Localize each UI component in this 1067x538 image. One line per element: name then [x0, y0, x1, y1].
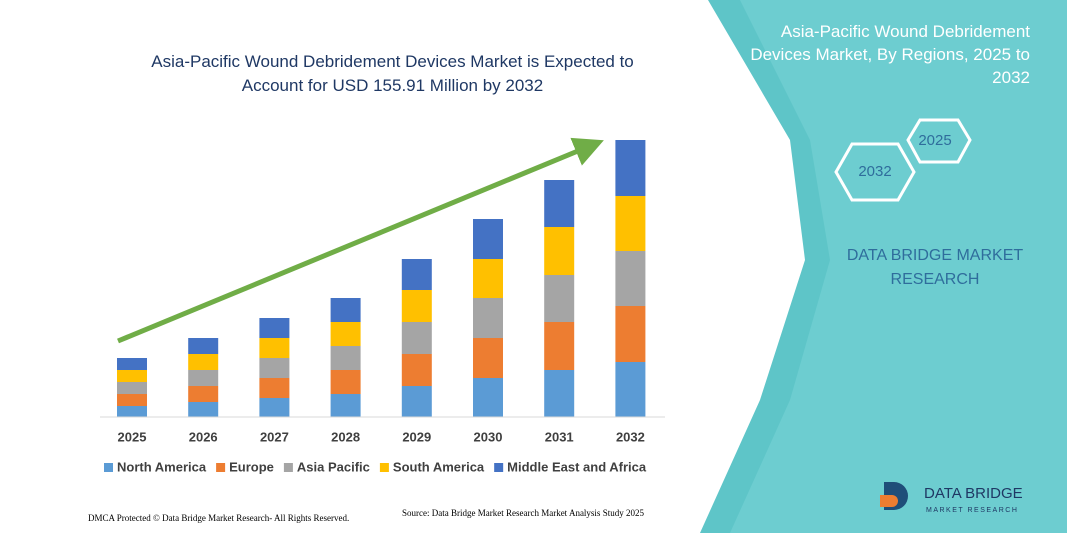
legend-swatch	[283, 463, 293, 472]
bar-segment	[117, 394, 147, 406]
bar-segment	[330, 322, 361, 346]
hex-label: 2032	[858, 163, 891, 180]
legend-swatch	[216, 463, 226, 472]
legend-swatch	[494, 463, 504, 472]
bar-segment	[473, 378, 503, 417]
bar-segment	[117, 382, 147, 394]
legend-label: Middle East and Africa	[507, 459, 647, 474]
legend-label: North America	[117, 459, 207, 474]
x-tick-label: 2027	[260, 429, 289, 444]
legend-label: Europe	[229, 459, 274, 474]
legend-swatch	[104, 463, 113, 472]
x-tick-label: 2025	[118, 429, 147, 444]
bar-segment	[401, 322, 432, 354]
bar-segment	[615, 251, 646, 306]
bar-segment	[330, 394, 361, 417]
bar-segment	[544, 370, 575, 417]
bar-segment	[473, 298, 503, 338]
bar-segment	[615, 362, 646, 417]
bar-segment	[117, 370, 147, 382]
legend-swatch	[379, 463, 389, 472]
bar-segment	[188, 402, 219, 417]
bar-segment	[259, 378, 290, 398]
x-tick-label: 2030	[474, 429, 503, 444]
bar-segment	[330, 370, 361, 394]
bar-segment	[615, 306, 646, 362]
x-tick-label: 2029	[402, 429, 431, 444]
x-tick-label: 2026	[189, 429, 218, 444]
plot: 2025 2026 2027 2028 2029 2030 2031 2032 North Am…	[100, 140, 665, 474]
logo-name: DATA BRIDGE	[924, 485, 1023, 502]
bar-segment	[330, 346, 361, 370]
source-note: Source: Data Bridge Market Research Mark…	[402, 508, 644, 518]
chart-title-box: Asia-Pacific Wound Debridement Devices M…	[151, 52, 634, 95]
bar-segment	[401, 386, 432, 417]
x-tick-label: 2031	[545, 429, 574, 444]
bar-segment	[259, 338, 290, 358]
chart-title: Asia-Pacific Wound Debridement Devices M…	[151, 52, 634, 95]
bar-segment	[473, 219, 503, 259]
bar-segment	[188, 354, 219, 370]
bar-segment	[259, 318, 290, 338]
bar-segment	[401, 290, 432, 322]
bar-segment	[544, 180, 575, 227]
bar-segment	[188, 338, 219, 354]
bar-segment	[330, 298, 361, 322]
hexagon	[834, 142, 916, 202]
bar-segment	[544, 275, 575, 322]
brand-box: DATA BRIDGE MARKET RESEARCH	[846, 247, 1024, 288]
bar-segment	[188, 370, 219, 386]
bar-segment	[473, 259, 503, 298]
bar-segment	[259, 358, 290, 378]
bar-segment	[473, 338, 503, 378]
legend-label: South America	[393, 459, 485, 474]
bar-segment	[117, 358, 147, 370]
bar-segment	[401, 354, 432, 386]
hex-label: 2025	[918, 132, 951, 149]
x-tick-label: 2028	[331, 429, 360, 444]
hexagon	[906, 118, 972, 164]
bar-segment	[615, 140, 646, 196]
dmca-note: DMCA Protected © Data Bridge Market Rese…	[88, 513, 349, 523]
bar-segment	[544, 322, 575, 370]
logo-tagline: MARKET RESEARCH	[926, 507, 1018, 514]
panel-title: Asia-Pacific Wound Debridement Devices M…	[750, 22, 1030, 87]
bar-segment	[188, 386, 219, 402]
bar-segment	[259, 398, 290, 417]
side-panel-inner	[730, 0, 1067, 533]
logo-mark	[880, 495, 898, 507]
trend-arrow	[117, 137, 604, 344]
bar-segment	[615, 196, 646, 251]
brand-text: DATA BRIDGE MARKET RESEARCH	[846, 247, 1024, 288]
bar-segment	[544, 227, 575, 275]
x-tick-label: 2032	[616, 429, 645, 444]
bar-segment	[117, 406, 147, 417]
legend-label: Asia Pacific	[297, 459, 370, 474]
panel-title-box: Asia-Pacific Wound Debridement Devices M…	[750, 22, 1030, 87]
bar-segment	[401, 259, 432, 290]
